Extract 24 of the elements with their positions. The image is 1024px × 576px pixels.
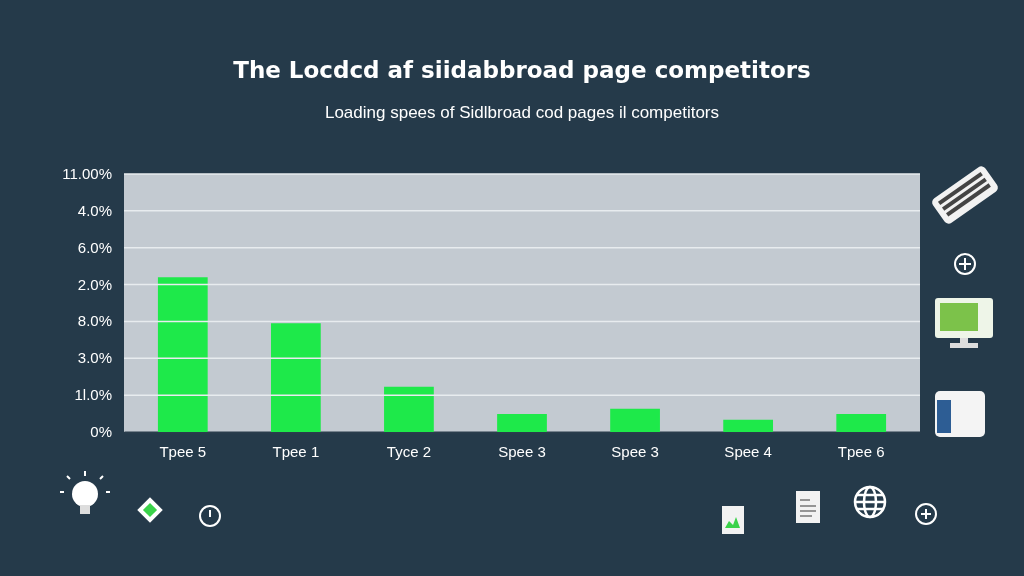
text: 11.00% bbox=[62, 165, 112, 182]
bar bbox=[610, 408, 660, 432]
chart-title: The Locdcd af siidabbroad page competitors bbox=[233, 57, 811, 83]
text: 1l.0% bbox=[74, 386, 112, 404]
x-tick-label: Tpee 5 bbox=[159, 442, 207, 460]
bar bbox=[836, 413, 887, 432]
chart-subtitle: Loading spees of Sidlbroad cod pages il competitors bbox=[324, 103, 720, 122]
bar bbox=[723, 419, 774, 432]
x-tick-label: Tpee 1 bbox=[272, 442, 320, 460]
text: 2.0% bbox=[77, 275, 112, 293]
x-tick-label: Tpee 6 bbox=[837, 442, 885, 460]
bar bbox=[157, 277, 208, 432]
bar bbox=[270, 323, 321, 432]
bar bbox=[384, 386, 434, 432]
text: 6.0% bbox=[77, 238, 112, 256]
x-tick-label: Spee 4 bbox=[724, 442, 772, 460]
text: 3.0% bbox=[77, 349, 112, 367]
x-tick-label: Spee 3 bbox=[611, 442, 659, 460]
x-tick-label: Spee 3 bbox=[498, 442, 546, 460]
text: 0% bbox=[90, 423, 112, 440]
text: 8.0% bbox=[77, 312, 112, 330]
x-tick-label: Tyce 2 bbox=[386, 442, 432, 460]
text: 4.0% bbox=[77, 201, 112, 219]
bar bbox=[497, 413, 547, 432]
